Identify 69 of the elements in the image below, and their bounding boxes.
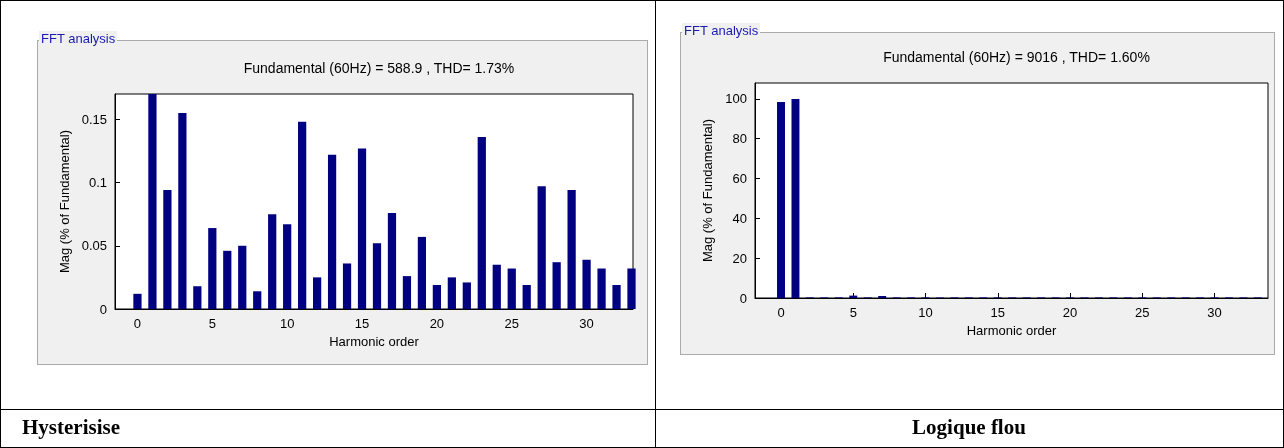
x-tick-label: 10 [279,316,295,331]
y-axis-title: Mag (% of Fundamental) [56,129,72,274]
bar [387,212,397,309]
x-axis-title: Harmonic order [966,323,1057,338]
chart-title: Fundamental (60Hz) = 588.9 , THD= 1.73% [243,60,515,76]
bar [223,250,232,309]
bar [791,98,800,298]
x-tick-label: 0 [777,305,785,320]
bar [148,94,157,309]
bar [552,262,561,309]
bar [327,154,337,309]
bar [268,214,277,309]
x-tick-label: 20 [1062,305,1078,320]
bar [298,121,307,309]
x-tick-label: 25 [504,316,519,331]
bar [537,186,546,309]
bar [507,268,516,309]
bar [582,259,591,309]
bar [777,101,785,298]
x-tick-label: 10 [918,305,933,320]
bar [597,268,606,309]
bar [447,277,456,309]
bar [402,276,412,309]
x-tick-label: 20 [429,316,445,331]
bar [417,236,427,309]
bar [357,148,367,309]
x-tick-label: 15 [354,316,370,331]
y-tick-label: 0.05 [81,238,107,254]
bar [193,286,202,309]
bar [522,284,531,309]
y-tick-label: 0.1 [88,175,107,191]
bar [492,264,501,309]
x-tick-label: 30 [579,316,594,331]
x-tick-label: 25 [1135,305,1150,320]
chart-title: Fundamental (60Hz) = 9016 , THD= 1.60% [883,49,1150,65]
bar [462,282,471,309]
bar [178,112,187,309]
y-axis-title: Mag (% of Fundamental) [700,118,716,263]
text: Logique flou [912,415,1026,440]
bar [432,284,441,309]
x-tick-label: 0 [133,316,142,331]
bar [238,245,247,309]
x-axis-title: Harmonic order [329,334,420,349]
y-tick-label: 100 [725,91,747,107]
text: FFT analysis [682,23,761,38]
bar [612,284,621,309]
bar [253,291,262,309]
bar [208,228,217,309]
x-tick-label: 5 [208,316,216,331]
bar [372,243,382,309]
bar [627,268,636,309]
text: Hysterisise [22,415,120,440]
y-tick-label: 0.15 [81,111,107,127]
x-tick-label: 5 [849,305,857,320]
bar [342,263,352,309]
bar [283,224,292,309]
y-tick-label: 80 [732,131,747,147]
bar [477,137,486,309]
x-tick-label: 30 [1207,305,1222,320]
bar [312,277,322,309]
y-tick-label: 40 [732,210,747,226]
y-tick-label: 0 [739,290,747,306]
bar [567,190,576,309]
y-tick-label: 20 [732,250,747,266]
x-tick-label: 15 [990,305,1006,320]
text: FFT analysis [39,31,118,46]
bar [163,190,172,309]
bar [133,293,142,309]
y-tick-label: 60 [732,171,747,187]
